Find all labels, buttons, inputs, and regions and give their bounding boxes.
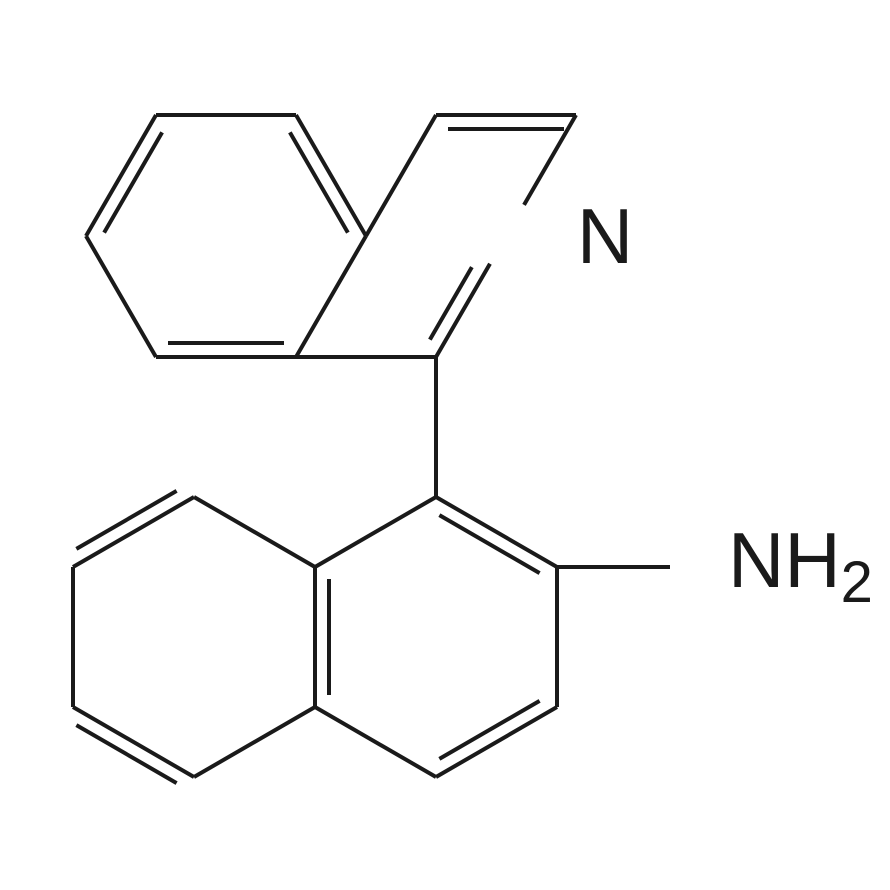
atom-label-N1: N (577, 192, 633, 280)
bond-line (366, 115, 436, 236)
bond-line (315, 707, 436, 777)
bond-line (86, 115, 156, 236)
atom-label-sub: 2 (841, 549, 873, 614)
bond-line (290, 132, 348, 232)
bond-line (194, 497, 315, 567)
bond-line (76, 725, 176, 783)
bond-line (76, 491, 176, 549)
bond-line (436, 264, 490, 357)
atom-label-main: NH (728, 516, 841, 604)
bond-line (73, 497, 194, 567)
bond-line (86, 236, 156, 357)
bond-line (315, 497, 436, 567)
bond-line (296, 236, 366, 357)
molecule-diagram: N NH2 (0, 0, 890, 890)
bond-line (439, 701, 539, 759)
bond-line (439, 515, 539, 573)
bond-line (73, 707, 194, 777)
bond-line (296, 115, 366, 236)
bond-line (104, 132, 162, 232)
bond-line (436, 497, 557, 567)
atom-label-NH2: NH2 (728, 516, 873, 614)
bond-line (436, 707, 557, 777)
bond-line (194, 707, 315, 777)
